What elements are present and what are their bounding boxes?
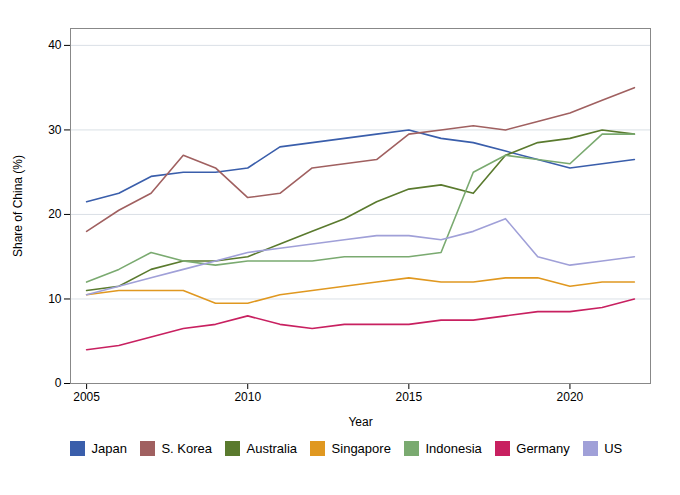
svg-text:2005: 2005	[73, 390, 100, 404]
svg-text:10: 10	[48, 292, 62, 306]
svg-text:30: 30	[48, 123, 62, 137]
html-text:Japan: Japan	[91, 441, 127, 456]
html-text:Singapore: Singapore	[331, 441, 391, 456]
svg-text:0: 0	[55, 376, 62, 390]
svg-text:20: 20	[48, 207, 62, 221]
svg-text:Year: Year	[348, 415, 372, 429]
html-text:Germany: Germany	[516, 441, 570, 456]
svg-text:2020: 2020	[557, 390, 584, 404]
html-text:S. Korea: S. Korea	[161, 441, 212, 456]
svg-text:40: 40	[48, 38, 62, 52]
svg-text:2010: 2010	[234, 390, 261, 404]
html-text:Indonesia: Indonesia	[425, 441, 482, 456]
html-text:US: US	[604, 441, 623, 456]
html-text:Australia: Australia	[246, 441, 298, 456]
svg-text:Share of China (%): Share of China (%)	[11, 155, 25, 257]
svg-text:2015: 2015	[395, 390, 422, 404]
